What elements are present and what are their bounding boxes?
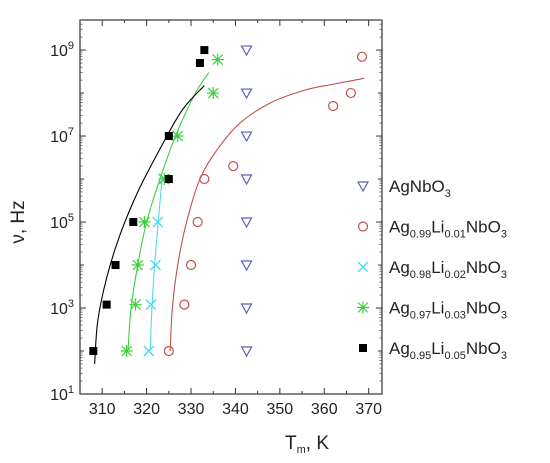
legend-label: Ag0.98Li0.02NbO3 — [389, 258, 507, 281]
data-points — [89, 45, 368, 358]
y-tick-label: 105 — [50, 212, 74, 232]
data-point — [131, 259, 144, 272]
data-point — [129, 218, 138, 227]
data-point — [192, 216, 203, 228]
data-point — [143, 345, 155, 357]
y-axis-label: ν, Hz — [8, 200, 29, 243]
x-tick-label: 310 — [89, 401, 116, 418]
data-point — [179, 299, 190, 310]
legend-item: AgNbO3 — [356, 177, 451, 200]
data-point — [228, 160, 239, 172]
data-point — [164, 132, 173, 141]
x-tick-label: 320 — [133, 401, 160, 418]
fit-curve — [169, 77, 365, 352]
legend-item: Ag0.95Li0.05NbO3 — [359, 339, 507, 362]
legend-item: Ag0.98Li0.02NbO3 — [357, 258, 507, 281]
legend-marker — [359, 344, 367, 352]
data-point — [240, 346, 253, 358]
data-point — [207, 87, 220, 100]
x-tick-label: 340 — [222, 401, 249, 418]
fit-curve — [94, 85, 205, 364]
y-tick-label: 107 — [50, 126, 74, 146]
data-point — [158, 173, 171, 186]
legend-label: Ag0.95Li0.05NbO3 — [389, 339, 507, 362]
data-point — [240, 303, 253, 315]
data-point — [145, 299, 157, 311]
plot-frame — [79, 19, 383, 395]
x-axis-label: Tm, K — [285, 433, 329, 456]
y-tick-label: 103 — [50, 298, 74, 318]
data-point — [240, 45, 253, 57]
data-point — [328, 100, 339, 112]
data-point — [89, 347, 98, 356]
legend: AgNbO3 Ag0.99Li0.01NbO3 Ag0.98Li0.02NbO3 Ag… — [356, 177, 507, 362]
x-tick-label: 360 — [311, 401, 338, 418]
legend-marker — [357, 301, 369, 314]
y-tick-label: 109 — [50, 40, 74, 60]
y-axis: 101 103 105 107 109 — [50, 19, 382, 404]
data-point — [240, 131, 253, 143]
x-tick-label: 370 — [355, 401, 382, 418]
data-point — [240, 217, 253, 229]
data-point — [120, 345, 133, 358]
data-point — [102, 300, 111, 309]
data-point — [195, 58, 204, 67]
data-point — [152, 216, 164, 228]
legend-marker — [356, 181, 370, 193]
data-point — [164, 175, 173, 184]
data-point — [240, 88, 253, 100]
x-axis: 310 320 330 340 350 360 370 — [79, 20, 382, 418]
data-point — [129, 298, 142, 311]
legend-label: AgNbO3 — [389, 177, 451, 200]
data-point — [163, 345, 174, 357]
y-tick-label: 101 — [50, 384, 74, 404]
legend-label: Ag0.97Li0.03NbO3 — [389, 299, 507, 322]
data-point — [111, 261, 120, 270]
legend-item: Ag0.97Li0.03NbO3 — [357, 299, 507, 322]
x-tick-label: 350 — [267, 401, 294, 418]
data-point — [240, 174, 253, 186]
data-point — [185, 259, 197, 271]
data-point — [138, 216, 151, 229]
data-point — [345, 87, 357, 99]
data-point — [199, 173, 210, 185]
data-point — [200, 46, 209, 55]
data-point — [240, 260, 253, 272]
x-tick-label: 330 — [178, 401, 205, 418]
legend-marker — [357, 221, 369, 232]
data-point — [150, 259, 161, 271]
legend-marker — [357, 261, 369, 273]
legend-label: Ag0.99Li0.01NbO3 — [389, 218, 507, 241]
legend-item: Ag0.99Li0.01NbO3 — [357, 218, 507, 241]
data-point — [356, 51, 368, 62]
data-point — [211, 53, 224, 66]
data-point — [171, 130, 184, 143]
